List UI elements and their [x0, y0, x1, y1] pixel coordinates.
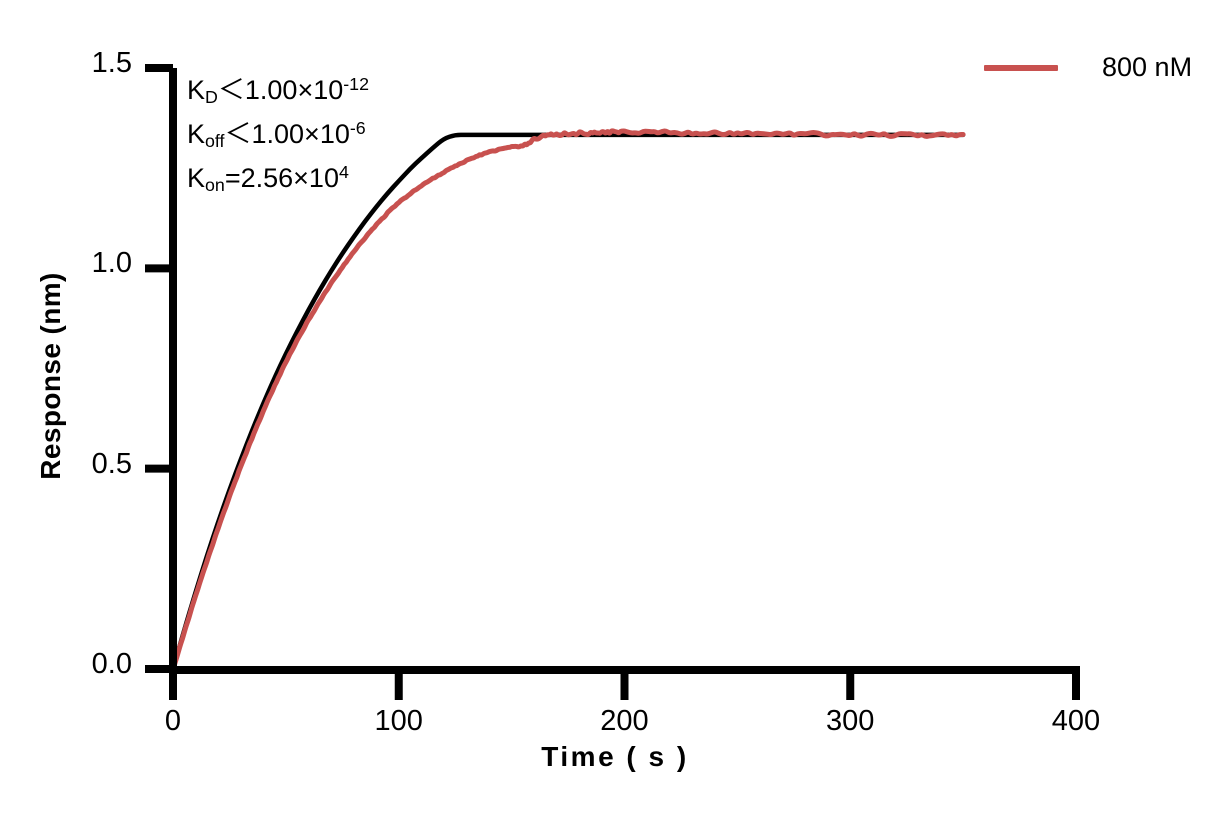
kinetics-annotations: KD＜1.00×10-12 Koff＜1.00×10-6 Kon=2.56×104 [187, 62, 369, 195]
y-tick-label: 0.0 [91, 648, 132, 680]
legend-swatch-800nm [984, 64, 1058, 71]
axes [145, 64, 1080, 700]
x-tick-label: 200 [600, 705, 649, 737]
y-tick-label: 1.0 [91, 247, 132, 280]
x-tick-label: 400 [1051, 705, 1101, 737]
annotation-kon: Kon=2.56×104 [187, 162, 349, 195]
annotation-kd: KD＜1.00×10-12 [187, 74, 369, 107]
x-tick-label: 100 [374, 705, 423, 737]
y-tick-label: 1.5 [91, 47, 132, 79]
x-tick-label: 0 [164, 705, 182, 737]
fitted-curve [170, 132, 966, 672]
x-tick-marks [169, 670, 1080, 700]
y-tick-marks [145, 64, 173, 673]
x-axis-title: Time ( s ) [541, 741, 689, 772]
data-curves [170, 128, 966, 672]
y-tick-label: 0.5 [91, 447, 132, 480]
x-tick-label: 300 [826, 705, 875, 737]
legend-label-800nm: 800 nM [1102, 52, 1193, 82]
legend: 800 nM [984, 52, 1192, 83]
data-curve-800nm [170, 128, 966, 672]
annotation-koff: Koff＜1.00×10-6 [187, 118, 366, 151]
